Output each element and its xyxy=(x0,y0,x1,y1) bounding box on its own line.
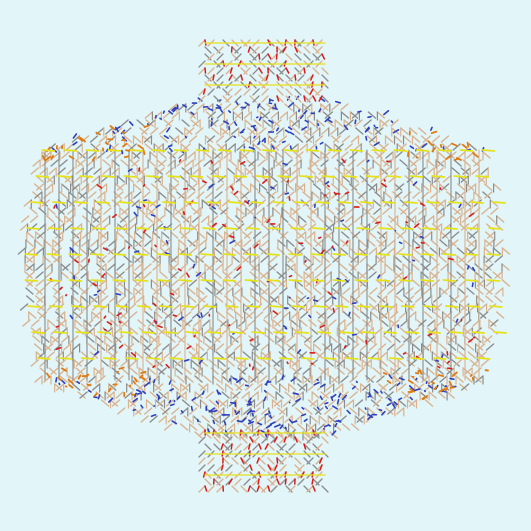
lattice-structure xyxy=(17,39,511,493)
